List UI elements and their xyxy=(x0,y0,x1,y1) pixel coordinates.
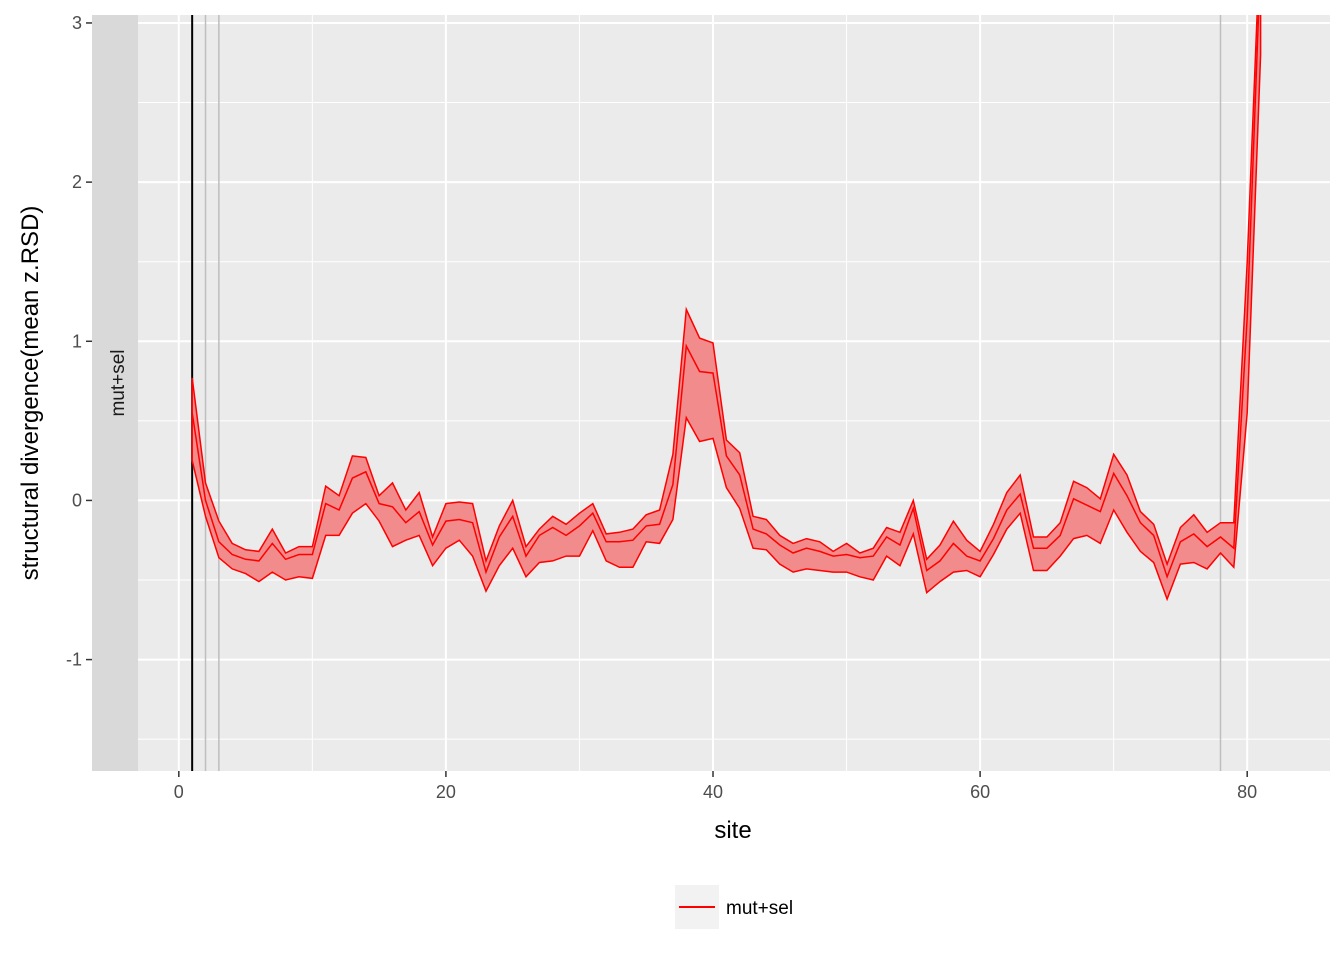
series-ribbon xyxy=(191,15,1262,602)
y-tick-label: 1 xyxy=(72,331,82,351)
x-tick-label: 0 xyxy=(174,782,184,802)
series-line xyxy=(191,15,1260,580)
x-axis: 0 20 40 60 80 xyxy=(174,771,1257,802)
x-tick-label: 40 xyxy=(703,782,723,802)
legend-label: mut+sel xyxy=(726,898,793,919)
x-tick-label: 80 xyxy=(1237,782,1257,802)
x-tick-label: 60 xyxy=(970,782,990,802)
y-axis-title: structural divergence(mean z.RSD) xyxy=(17,206,44,581)
facet-strip xyxy=(92,15,138,771)
y-tick-label: -1 xyxy=(66,650,82,670)
y-axis: -1 0 1 2 3 xyxy=(66,13,92,670)
y-tick-label: 2 xyxy=(72,172,82,192)
facet-strip-label: mut+sel xyxy=(108,349,129,416)
y-tick-label: 3 xyxy=(72,13,82,33)
legend: mut+sel xyxy=(675,885,793,929)
data-layer xyxy=(191,15,1262,602)
y-tick-label: 0 xyxy=(72,490,82,510)
x-axis-title: site xyxy=(714,817,751,844)
x-tick-label: 20 xyxy=(436,782,456,802)
plot-panel xyxy=(138,15,1330,771)
reference-lines xyxy=(191,15,1222,771)
